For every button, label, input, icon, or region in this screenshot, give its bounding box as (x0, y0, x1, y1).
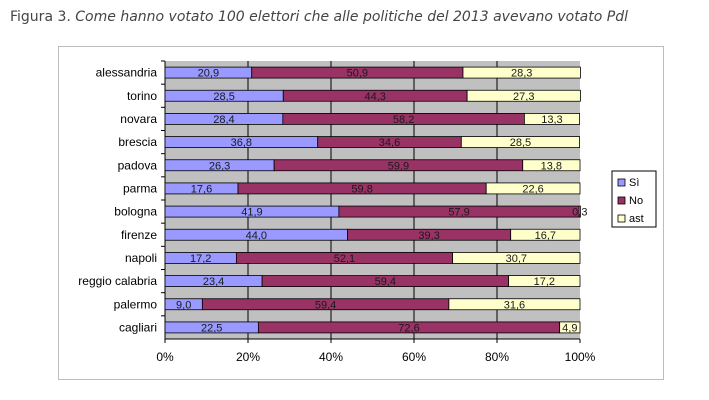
figure-caption: Figura 3. Come hanno votato 100 elettori… (10, 9, 628, 25)
legend-swatch (617, 196, 626, 205)
bar-ast-segment (485, 182, 581, 195)
data-label: 34,6 (379, 137, 400, 149)
x-tick-label: 20% (236, 350, 260, 364)
data-label: 16,7 (535, 230, 556, 242)
category-label: torino (127, 89, 157, 103)
category-label: novara (120, 112, 157, 126)
data-label: 41,9 (241, 207, 262, 219)
data-label: 9,0 (176, 299, 191, 311)
x-tick-label: 40% (319, 350, 343, 364)
data-label: 28,4 (213, 114, 234, 126)
category-label: padova (118, 158, 158, 172)
bar-ast-segment (448, 298, 581, 311)
data-label: 0,3 (572, 207, 587, 219)
data-label: 59,4 (315, 299, 336, 311)
bar-ast-segment (559, 321, 581, 334)
data-label: 17,2 (534, 276, 555, 288)
data-label: 59,8 (351, 183, 372, 195)
data-label: 28,5 (510, 137, 531, 149)
data-label: 22,5 (201, 322, 222, 334)
x-tick-label: 60% (402, 350, 426, 364)
data-label: 28,5 (213, 91, 234, 103)
legend-label: No (629, 195, 643, 207)
bar-ast-segment (508, 275, 581, 287)
data-label: 28,3 (511, 68, 532, 80)
bar-ast-segment (578, 205, 581, 218)
caption-title: Come hanno votato 100 elettori che alle … (75, 9, 628, 25)
data-label: 59,4 (375, 276, 396, 288)
bar-ast-segment (510, 228, 581, 241)
category-label: parma (123, 181, 157, 195)
bar-ast-segment (523, 113, 580, 125)
data-label: 39,3 (418, 230, 439, 242)
bar-ast-segment (460, 136, 580, 148)
category-label: cagliari (119, 320, 157, 334)
data-label: 57,9 (448, 207, 469, 219)
data-label: 20,9 (198, 68, 219, 80)
legend-swatch (617, 214, 626, 223)
category-label: bologna (114, 205, 157, 219)
data-label: 23,4 (203, 276, 224, 288)
category-label: napoli (125, 251, 157, 265)
data-label: 17,6 (191, 183, 212, 195)
plot-area (165, 61, 580, 339)
data-label: 44,0 (246, 230, 267, 242)
data-label: 36,8 (231, 137, 252, 149)
category-label: firenze (121, 228, 157, 242)
data-label: 4,9 (562, 322, 577, 334)
x-tick-label: 0% (156, 350, 174, 364)
data-label: 59,9 (388, 160, 409, 172)
bar-ast-segment (462, 66, 581, 79)
bar-ast-segment (452, 252, 581, 264)
data-label: 13,8 (541, 160, 562, 172)
data-label: 26,3 (209, 160, 230, 172)
legend-swatch (617, 178, 626, 187)
data-label: 50,9 (347, 68, 368, 80)
category-label: alessandria (96, 66, 158, 80)
data-label: 72,6 (398, 322, 419, 334)
caption-prefix: Figura 3. (10, 9, 71, 25)
legend-label: ast (629, 213, 644, 225)
bar-ast-segment (466, 89, 581, 102)
data-label: 31,6 (504, 299, 525, 311)
data-label: 27,3 (513, 91, 534, 103)
x-tick-label: 100% (565, 350, 596, 364)
data-label: 17,2 (190, 253, 211, 265)
category-label: brescia (118, 135, 157, 149)
data-label: 58,2 (393, 114, 414, 126)
category-label: palermo (114, 297, 158, 311)
data-label: 44,3 (364, 91, 385, 103)
category-label: reggio calabria (78, 274, 157, 288)
data-label: 22,6 (522, 183, 543, 195)
bar-ast-segment (522, 159, 581, 172)
data-label: 52,1 (334, 253, 355, 265)
data-label: 13,3 (541, 114, 562, 126)
legend-label: Sì (629, 177, 639, 189)
x-tick-label: 80% (485, 350, 509, 364)
data-label: 30,7 (506, 253, 527, 265)
